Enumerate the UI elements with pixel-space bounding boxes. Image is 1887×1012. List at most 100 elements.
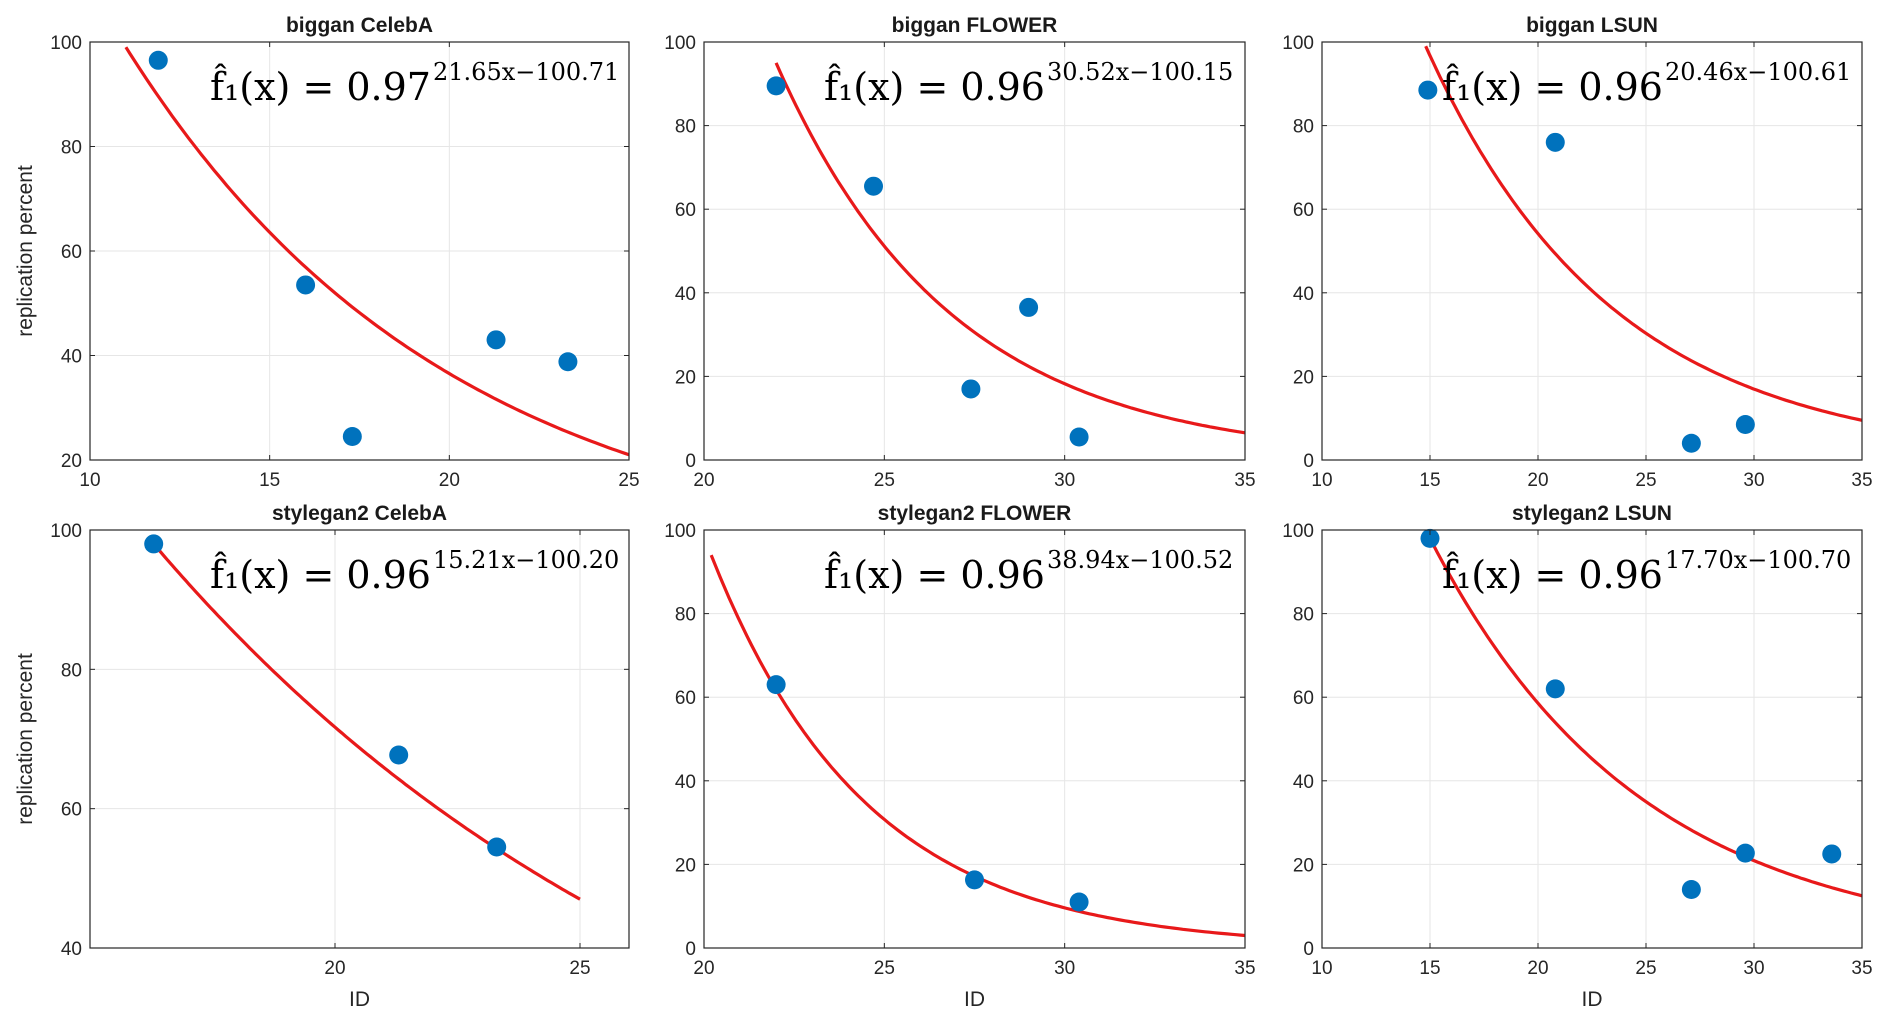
y-tick-label: 0 [1303,451,1314,472]
data-point [1681,879,1701,899]
y-axis-label: replication percent [14,653,37,825]
y-tick-label: 0 [1303,939,1314,960]
data-point [1735,414,1755,434]
x-tick-label: 15 [1419,470,1440,491]
data-point [342,426,362,446]
x-tick-label: 25 [874,470,895,491]
chart-title: stylegan2 LSUN [1512,502,1672,525]
data-point [487,837,507,857]
fit-formula-exponent: 17.70x−100.70 [1665,546,1851,574]
data-point [965,870,984,890]
y-tick-label: 20 [675,855,696,876]
y-tick-label: 100 [50,521,82,542]
x-axis-label: ID [349,988,370,1011]
x-axis-label: ID [964,988,985,1011]
chart-title: stylegan2 FLOWER [878,502,1072,525]
data-point [389,745,409,765]
x-tick-label: 25 [874,958,895,979]
plot-area [1322,42,1862,460]
y-tick-label: 80 [675,605,696,626]
fit-formula-exponent: 30.52x−100.15 [1047,58,1233,86]
data-point [766,675,786,695]
y-tick-label: 60 [675,688,696,709]
axes-frame [1321,529,1863,949]
y-tick-label: 80 [1293,605,1314,626]
y-tick-label: 80 [61,138,82,159]
data-point [1681,433,1701,453]
x-tick-label: 30 [1743,958,1764,979]
y-tick-label: 60 [1293,688,1314,709]
x-tick-label: 10 [79,470,100,491]
data-point [1545,679,1565,699]
data-point [1418,80,1438,100]
fit-curve [1428,537,1863,898]
data-point [1545,132,1565,152]
x-tick-label: 20 [1527,470,1548,491]
y-tick-label: 40 [1293,772,1314,793]
fit-formula: f̂₁(x) = 0.96 [1442,64,1663,109]
y-tick-label: 60 [675,200,696,221]
data-point [766,76,786,96]
chart-title: biggan FLOWER [892,14,1058,37]
y-tick-label: 20 [675,367,696,388]
chart-title: biggan CelebA [286,14,433,37]
axes-frame [89,529,630,949]
y-tick-label: 100 [1282,521,1314,542]
x-tick-label: 35 [1234,958,1255,979]
y-tick-label: 20 [61,451,82,472]
fit-curve [774,62,1246,435]
chart-panel-4: 20 25 40 60 80 100 stylegan2 CelebA ID replicati… [14,502,630,1011]
x-tick-label: 35 [1851,470,1872,491]
x-tick-label: 35 [1234,470,1255,491]
y-tick-label: 40 [61,939,82,960]
fit-formula-exponent: 21.65x−100.71 [433,58,619,86]
x-axis-label: ID [1582,988,1603,1011]
y-tick-label: 100 [664,521,696,542]
y-tick-label: 0 [685,939,696,960]
y-tick-label: 20 [1293,367,1314,388]
data-point [1735,843,1755,863]
y-tick-label: 80 [61,660,82,681]
x-tick-label: 15 [259,470,280,491]
chart-panel-1: 10 15 20 25 20 40 60 80 100 biggan CelebA replicat… [14,14,640,491]
fit-formula: f̂₁(x) = 0.96 [1442,552,1663,597]
data-point [296,275,316,295]
chart-title: biggan LSUN [1526,14,1658,37]
x-tick-label: 20 [324,958,345,979]
x-tick-label: 20 [693,958,714,979]
x-tick-label: 30 [1054,958,1075,979]
fit-formula: f̂₁(x) = 0.96 [210,552,431,597]
fit-curve [124,46,630,457]
y-tick-label: 80 [1293,117,1314,138]
plot-area [1322,530,1862,948]
y-tick-label: 40 [1293,284,1314,305]
fit-curve [1424,45,1863,422]
chart-panel-6: 10 15 20 25 30 35 0 20 40 60 80 100 stylegan2 LSUN ID… [1282,502,1872,1011]
fit-formula: f̂₁(x) = 0.97 [210,64,431,109]
y-tick-label: 40 [675,284,696,305]
x-tick-label: 10 [1311,958,1332,979]
axes-frame [1321,41,1863,461]
fit-formula-exponent: 20.46x−100.61 [1665,58,1851,86]
data-point [144,534,164,554]
y-tick-label: 20 [1293,855,1314,876]
x-tick-label: 35 [1851,958,1872,979]
x-tick-label: 20 [693,470,714,491]
fit-curve [152,542,581,901]
data-point [1822,844,1842,864]
data-point [1069,427,1089,447]
y-tick-label: 100 [50,33,82,54]
y-tick-label: 100 [1282,33,1314,54]
axes-frame [703,529,1246,949]
x-tick-label: 20 [439,470,460,491]
fit-formula-exponent: 15.21x−100.20 [433,546,619,574]
data-point [558,352,578,372]
y-tick-label: 0 [685,451,696,472]
x-tick-label: 10 [1311,470,1332,491]
fit-formula: f̂₁(x) = 0.96 [824,552,1045,597]
y-tick-label: 100 [664,33,696,54]
x-tick-label: 25 [569,958,590,979]
chart-title: stylegan2 CelebA [272,502,447,525]
fit-formula-exponent: 38.94x−100.52 [1047,546,1233,574]
